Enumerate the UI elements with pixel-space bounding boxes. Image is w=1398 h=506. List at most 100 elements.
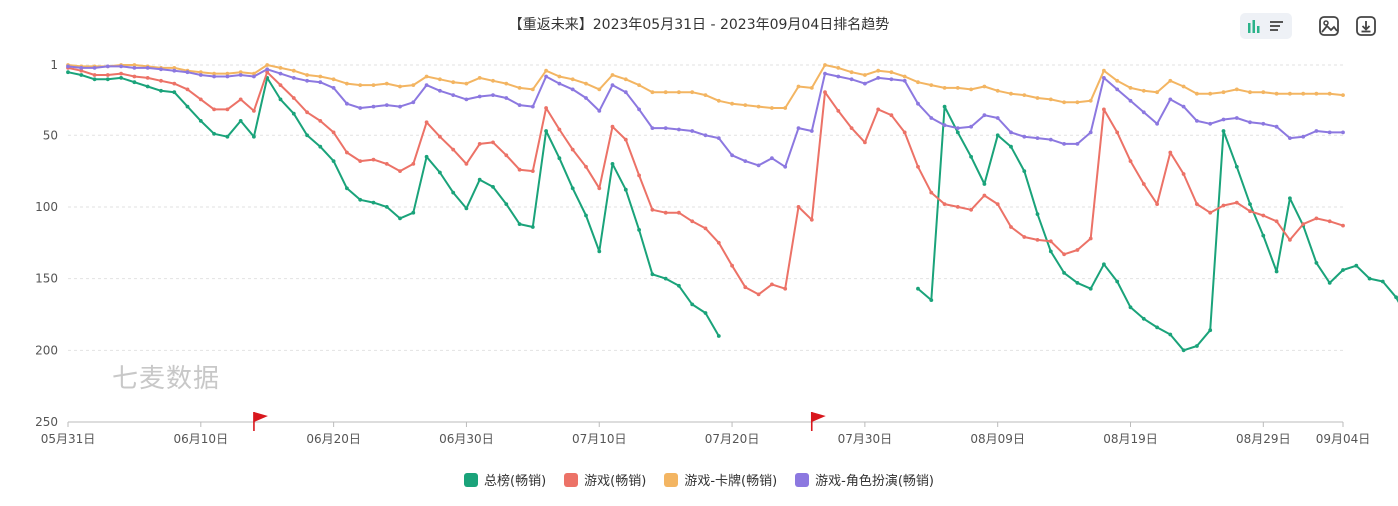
- data-point: [889, 113, 894, 118]
- data-point: [796, 205, 801, 209]
- data-point: [225, 107, 230, 112]
- data-point: [1102, 76, 1106, 80]
- data-point: [371, 104, 376, 109]
- data-point: [783, 286, 788, 291]
- data-point: [743, 159, 748, 164]
- data-point: [145, 84, 150, 89]
- data-point: [836, 109, 841, 113]
- data-point: [1115, 87, 1120, 92]
- data-point: [1048, 239, 1053, 244]
- data-point: [863, 140, 867, 145]
- data-point: [198, 70, 203, 75]
- data-point: [849, 77, 854, 82]
- data-point: [876, 107, 881, 112]
- chart-type-toggle-button[interactable]: [1240, 13, 1292, 39]
- data-point: [371, 200, 376, 205]
- data-point: [451, 190, 456, 195]
- event-flag-icon[interactable]: [253, 412, 268, 431]
- data-point: [371, 83, 376, 87]
- data-point: [889, 70, 894, 75]
- data-point: [1075, 100, 1080, 105]
- data-point: [1288, 91, 1292, 96]
- data-point: [1208, 210, 1213, 215]
- data-point: [637, 173, 641, 178]
- x-tick-label: 07月30日: [838, 432, 893, 446]
- data-point: [398, 84, 402, 89]
- data-point: [1248, 90, 1252, 95]
- bar-chart-icon: [1247, 19, 1263, 33]
- data-point: [1009, 225, 1013, 229]
- data-point: [384, 205, 389, 209]
- data-point: [92, 73, 97, 77]
- data-point: [424, 120, 429, 125]
- data-point: [1155, 325, 1159, 330]
- data-point: [1288, 238, 1292, 242]
- data-point: [504, 96, 509, 100]
- event-flag-icon[interactable]: [810, 412, 826, 431]
- legend-label: 总榜(畅销): [484, 474, 547, 489]
- data-point: [756, 104, 761, 109]
- download-icon: [1355, 15, 1377, 37]
- data-point: [477, 76, 482, 80]
- legend-item[interactable]: 游戏-卡牌(畅销): [664, 470, 777, 489]
- x-tick-label: 07月10日: [572, 432, 627, 446]
- data-point: [584, 164, 588, 169]
- data-point: [451, 93, 456, 97]
- data-point: [1341, 130, 1345, 135]
- data-point: [982, 84, 987, 89]
- data-point: [637, 83, 641, 87]
- data-point: [238, 70, 243, 75]
- data-point: [1208, 121, 1213, 126]
- data-point: [1195, 119, 1199, 123]
- data-point: [677, 127, 681, 132]
- data-point: [225, 134, 230, 139]
- data-point: [557, 127, 562, 132]
- data-point: [623, 90, 628, 95]
- data-point: [770, 282, 774, 287]
- data-point: [265, 70, 270, 75]
- data-point: [172, 90, 177, 95]
- data-point: [185, 87, 190, 92]
- data-point: [305, 110, 309, 115]
- data-point: [1274, 124, 1279, 129]
- x-tick-label: 05月31日: [41, 432, 96, 446]
- data-point: [1261, 233, 1266, 238]
- download-button[interactable]: [1353, 13, 1379, 39]
- data-point: [716, 98, 721, 103]
- data-point: [929, 190, 934, 195]
- save-image-button[interactable]: [1316, 13, 1342, 39]
- data-point: [1062, 142, 1066, 146]
- data-point: [172, 68, 177, 73]
- data-point: [1141, 182, 1146, 186]
- data-point: [1274, 91, 1279, 96]
- data-point: [79, 68, 84, 73]
- data-point: [690, 90, 695, 95]
- data-point: [1088, 98, 1093, 103]
- data-point: [132, 63, 137, 67]
- data-point: [637, 228, 641, 232]
- data-point: [650, 126, 655, 130]
- data-point: [584, 96, 588, 100]
- data-point: [703, 226, 708, 231]
- legend-item[interactable]: 游戏-角色扮演(畅销): [795, 470, 934, 489]
- data-point: [1168, 78, 1173, 83]
- data-point: [132, 66, 137, 70]
- data-point: [623, 77, 628, 82]
- data-point: [584, 81, 588, 86]
- data-point: [610, 162, 615, 166]
- legend-item[interactable]: 游戏(畅销): [564, 470, 646, 489]
- data-point: [225, 74, 230, 79]
- data-point: [1168, 332, 1173, 337]
- data-point: [982, 182, 987, 186]
- data-point: [1327, 281, 1332, 285]
- data-point: [544, 74, 548, 79]
- data-point: [1234, 116, 1239, 120]
- data-point: [1128, 305, 1133, 310]
- data-point: [770, 156, 774, 161]
- data-point: [1128, 86, 1133, 90]
- data-point: [438, 134, 442, 139]
- data-point: [438, 77, 442, 82]
- data-point: [1035, 136, 1040, 141]
- data-point: [278, 71, 283, 76]
- legend-item[interactable]: 总榜(畅销): [464, 470, 546, 489]
